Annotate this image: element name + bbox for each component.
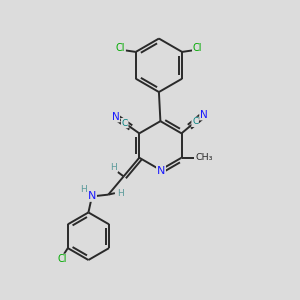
Text: Cl: Cl (58, 254, 67, 264)
Text: N: N (157, 166, 165, 176)
Text: Cl: Cl (193, 43, 202, 53)
Text: C: C (122, 118, 128, 127)
Text: H: H (117, 189, 124, 198)
Text: N: N (88, 191, 96, 201)
Text: C: C (192, 117, 198, 126)
Text: CH₃: CH₃ (196, 153, 213, 162)
Text: H: H (110, 163, 117, 172)
Text: Cl: Cl (116, 43, 125, 53)
Text: H: H (80, 185, 87, 194)
Text: N: N (112, 112, 119, 122)
Text: N: N (200, 110, 208, 120)
